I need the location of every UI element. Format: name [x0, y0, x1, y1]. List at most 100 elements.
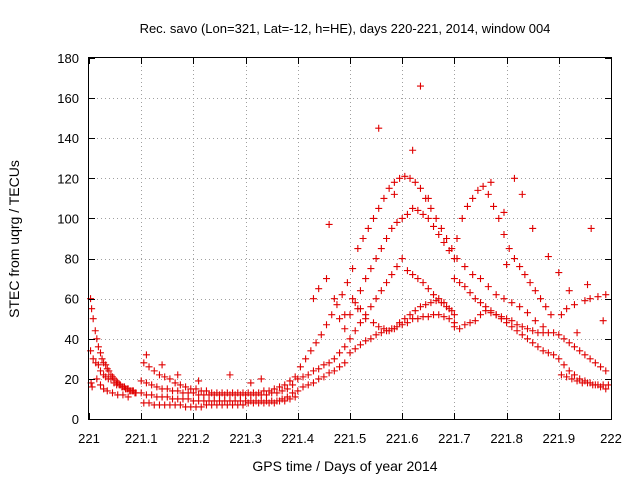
data-point	[105, 367, 113, 375]
data-point	[304, 371, 312, 379]
data-point	[427, 299, 435, 307]
data-point	[372, 295, 380, 303]
data-point	[377, 329, 385, 337]
data-point	[521, 271, 529, 279]
data-point	[369, 319, 377, 327]
y-axis-label: STEC from uqrg / TECUs	[6, 160, 22, 318]
data-point	[330, 295, 338, 303]
data-point	[291, 393, 299, 401]
data-point	[450, 323, 458, 331]
data-point	[443, 303, 451, 311]
data-point	[336, 349, 344, 357]
data-point	[296, 363, 304, 371]
data-point	[448, 307, 456, 315]
data-point	[461, 283, 469, 291]
data-point	[265, 387, 273, 395]
data-point	[124, 393, 132, 401]
data-point	[131, 389, 139, 397]
x-tick-label: 221.6	[386, 431, 419, 446]
data-point	[96, 381, 104, 389]
data-point	[88, 305, 96, 313]
data-point	[584, 281, 592, 289]
data-point	[523, 309, 531, 317]
data-point	[416, 303, 424, 311]
data-point	[281, 397, 289, 405]
data-point	[385, 184, 393, 192]
data-point	[550, 351, 558, 359]
data-point	[526, 279, 534, 287]
data-point	[390, 190, 398, 198]
data-point	[573, 377, 581, 385]
data-point	[570, 343, 578, 351]
data-point	[96, 349, 104, 357]
data-point	[563, 305, 571, 313]
data-point	[325, 359, 333, 367]
data-point	[529, 327, 537, 335]
data-point	[503, 261, 511, 269]
data-point	[544, 349, 552, 357]
data-point	[586, 355, 594, 363]
data-point	[286, 395, 294, 403]
data-point	[354, 245, 362, 253]
data-point	[555, 331, 563, 339]
data-point	[505, 245, 513, 253]
y-tick-label: 140	[57, 131, 79, 146]
data-point	[375, 204, 383, 212]
x-tick-label: 221.2	[177, 431, 210, 446]
data-point	[255, 389, 263, 397]
data-point	[544, 253, 552, 261]
data-point	[424, 285, 432, 293]
chart-title: Rec. savo (Lon=321, Lat=-12, h=HE), days…	[140, 21, 551, 36]
data-point	[555, 355, 563, 363]
data-point	[372, 255, 380, 263]
data-point	[503, 319, 511, 327]
x-tick-label: 221.9	[543, 431, 576, 446]
data-point	[349, 265, 357, 273]
data-point	[323, 321, 331, 329]
data-point	[247, 379, 255, 387]
data-point	[568, 375, 576, 383]
data-point	[351, 299, 359, 307]
data-point	[102, 361, 110, 369]
data-point	[349, 295, 357, 303]
data-point	[356, 287, 364, 295]
data-point	[604, 381, 612, 389]
data-point	[508, 317, 516, 325]
data-point	[403, 319, 411, 327]
data-point	[372, 331, 380, 339]
data-point	[302, 355, 310, 363]
data-point	[137, 377, 145, 385]
data-point	[461, 321, 469, 329]
data-point	[557, 311, 565, 319]
data-point	[529, 224, 537, 232]
data-point	[94, 361, 102, 369]
data-point	[158, 361, 166, 369]
data-point	[534, 343, 542, 351]
data-point	[393, 263, 401, 271]
data-point	[430, 291, 438, 299]
data-point	[469, 194, 477, 202]
y-tick-label: 0	[72, 412, 79, 427]
data-point	[315, 365, 323, 373]
data-point	[270, 385, 278, 393]
y-tick-label: 80	[65, 252, 79, 267]
data-point	[140, 359, 148, 367]
data-point	[570, 371, 578, 379]
data-point	[500, 295, 508, 303]
data-point	[406, 174, 414, 182]
y-tick-label: 60	[65, 292, 79, 307]
data-point	[328, 311, 336, 319]
data-point	[450, 311, 458, 319]
data-point	[325, 220, 333, 228]
data-point	[466, 289, 474, 297]
data-point	[93, 375, 101, 383]
data-point	[492, 291, 500, 299]
data-point	[336, 315, 344, 323]
data-point	[320, 373, 328, 381]
data-point	[393, 218, 401, 226]
data-point	[432, 297, 440, 305]
axes: 221 221.1 221.2 221.3 221.4 221.5 221.6 221.7 22…	[57, 51, 622, 446]
data-point	[270, 399, 278, 407]
data-point	[380, 194, 388, 202]
data-point	[377, 245, 385, 253]
